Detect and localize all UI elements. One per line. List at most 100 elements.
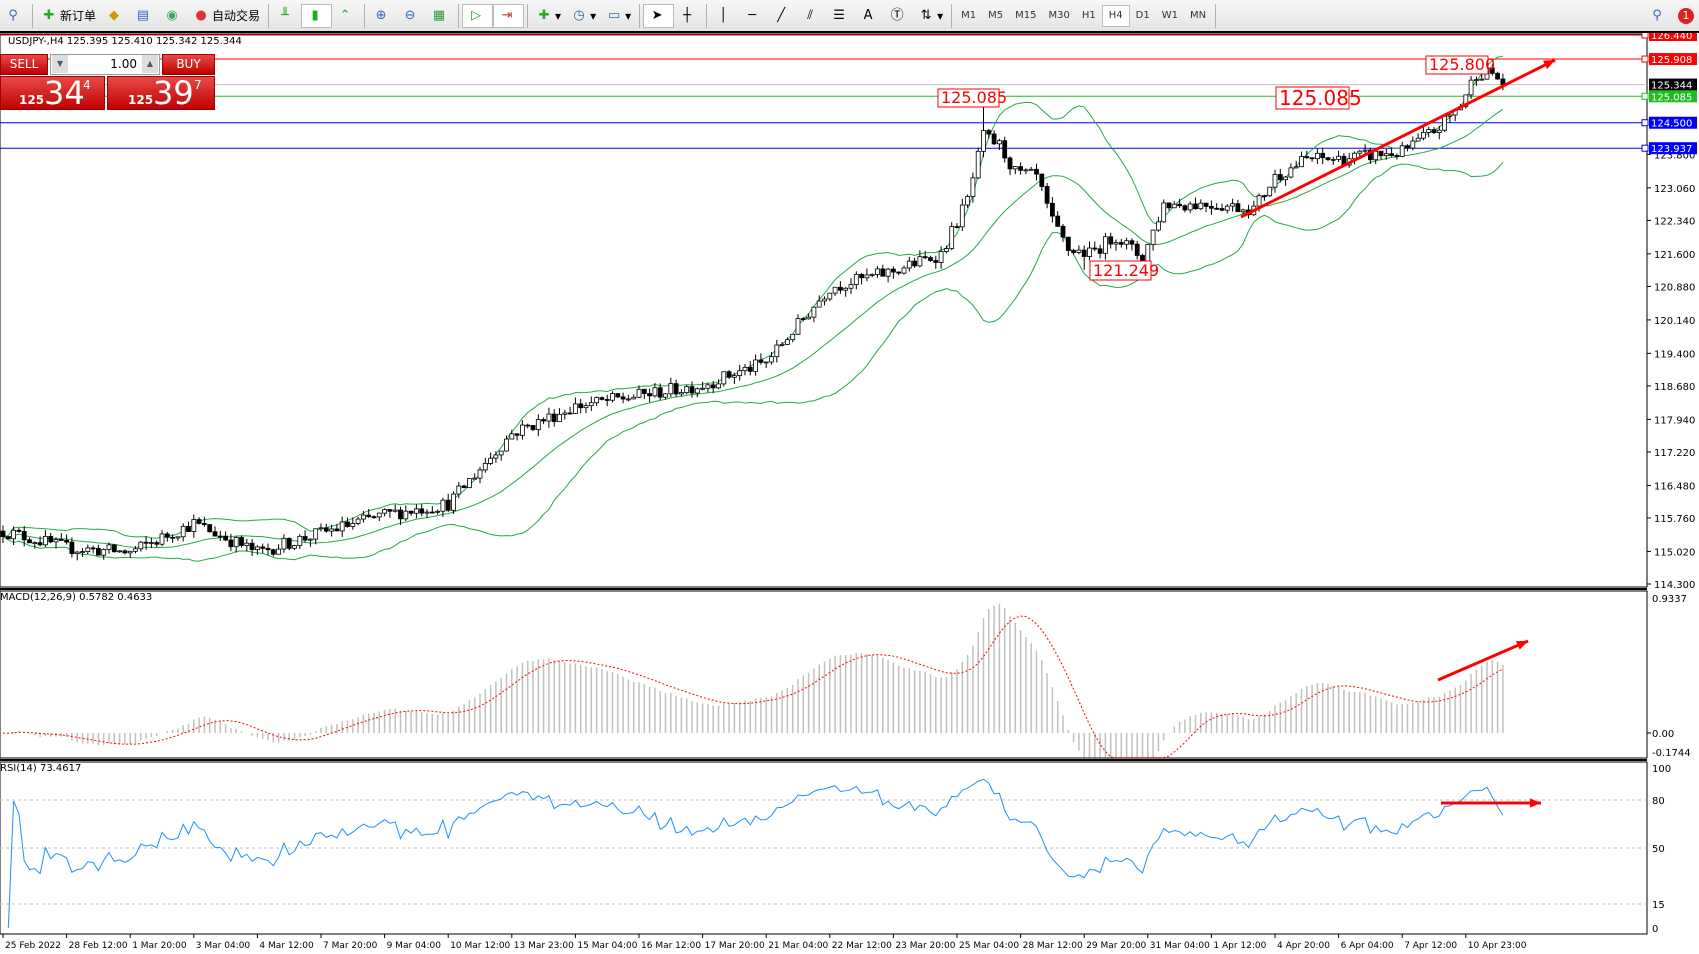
candle [790, 333, 796, 343]
fibonacci-icon: ☰ [833, 7, 845, 23]
buy-price[interactable]: 125 39 7 [107, 74, 215, 112]
sell-price[interactable]: 125 34 4 [0, 74, 105, 112]
candle-body-bear [170, 536, 176, 539]
candle [832, 286, 838, 296]
candle-body-bull [1399, 145, 1405, 157]
candle [1156, 216, 1161, 232]
candle [626, 394, 631, 402]
candle [705, 382, 711, 393]
candle-body-bear [1378, 150, 1384, 157]
level-price-label: 126.440 [1651, 33, 1692, 42]
date-label: 7 Apr 12:00 [1404, 941, 1457, 951]
candle-body-bull [700, 387, 705, 390]
search-tool-icon[interactable]: ⚲ [8, 7, 18, 23]
candle [355, 516, 361, 526]
separator [639, 3, 641, 28]
candle-body-bull [869, 274, 875, 276]
candle [944, 245, 949, 254]
timeframe-d1[interactable]: D1 [1135, 10, 1150, 21]
candle-body-bull [610, 393, 615, 401]
buy-button[interactable]: BUY [162, 54, 215, 75]
candle [148, 537, 154, 548]
macd-trend-arrow [1437, 639, 1529, 682]
candle [615, 393, 621, 398]
horizontal-line-button[interactable]: ─ [739, 4, 768, 28]
candle-body-bear [239, 537, 244, 546]
candle-body-bear [90, 547, 96, 550]
templates-button[interactable]: ▭ ▾ [607, 7, 632, 23]
periods-button[interactable]: ◷ ▾ [566, 4, 601, 28]
lot-decrease-button[interactable]: ▼ [52, 55, 68, 73]
arrows-button[interactable]: ⇅ ▾ [913, 4, 948, 28]
chart-canvas[interactable]: 123.800 123.060 122.340 121.600 120.880 120.1… [0, 33, 1699, 954]
timeframe-w1[interactable]: W1 [1161, 10, 1178, 21]
bar-chart-button[interactable]: ╨ [272, 4, 301, 28]
trendline-button[interactable]: ╱ [768, 4, 797, 28]
fibonacci-button[interactable]: ☰ [826, 4, 855, 28]
search-button[interactable]: ⚲ [1644, 4, 1673, 28]
candle-body-bull [329, 528, 335, 532]
candle [424, 509, 430, 518]
candle [334, 523, 340, 532]
candle [461, 484, 467, 489]
candle-body-bull [482, 463, 488, 471]
timeframe-bar: M1 M5 M15 M30 H1 H4 D1 W1 MN [955, 4, 1212, 27]
crosshair-button[interactable]: ┼ [674, 4, 703, 28]
candle-body-bull [244, 542, 250, 546]
chart-shift-button[interactable]: ⇥ [493, 3, 525, 28]
lot-size-input[interactable]: 1.00 [50, 54, 160, 75]
tile-windows-button[interactable]: ▦ [426, 4, 455, 28]
line-chart-button[interactable]: ⌃ [332, 4, 361, 28]
candle [1060, 224, 1066, 242]
text-label-button[interactable]: Ⓣ [884, 4, 913, 28]
candle-chart-button[interactable]: ▮ [301, 3, 333, 28]
candle [1426, 126, 1432, 138]
timeframe-mn[interactable]: MN [1189, 10, 1207, 21]
timeframe-m15[interactable]: M15 [1015, 10, 1037, 21]
timeframe-h1[interactable]: H1 [1081, 10, 1096, 21]
chart-window[interactable]: 123.800 123.060 122.340 121.600 120.880 120.1… [0, 33, 1699, 954]
signals-button[interactable]: ◉ [159, 4, 188, 28]
text-button[interactable]: A [855, 4, 884, 28]
sell-button[interactable]: SELL [0, 54, 48, 75]
zoom-in-button[interactable]: ⊕ [368, 4, 397, 28]
candle [885, 267, 891, 283]
zoom-out-button[interactable]: ⊖ [397, 4, 426, 28]
cursor-button[interactable]: ➤ [643, 3, 675, 28]
candle [520, 420, 525, 440]
candle-body-bull [1224, 205, 1230, 211]
new-order-icon: ✚ [43, 7, 55, 23]
date-label: 28 Feb 12:00 [69, 941, 128, 951]
history-button[interactable]: ◆ [101, 4, 130, 28]
timeframe-m30[interactable]: M30 [1048, 10, 1070, 21]
vertical-line-button[interactable]: │ [710, 4, 739, 28]
notifications-button[interactable]: 1 [1673, 4, 1699, 28]
candle [604, 394, 610, 407]
lot-increase-button[interactable]: ▲ [142, 55, 158, 73]
candle-body-bear [896, 271, 902, 274]
candle [838, 281, 843, 294]
candle [806, 313, 811, 320]
timeframe-m1[interactable]: M1 [961, 10, 977, 21]
autotrading-button[interactable]: ● 自动交易 [188, 4, 265, 28]
candle [610, 391, 615, 403]
candle-body-bear [1431, 129, 1437, 133]
macd-title: MACD(12,26,9) 0.5782 0.4633 [0, 592, 153, 603]
price-tick-label: 123.800 [1654, 150, 1695, 161]
candle [737, 364, 743, 381]
candle [843, 286, 849, 297]
candle-body-bull [1293, 166, 1299, 169]
candle-body-bull [133, 548, 138, 552]
candle [869, 273, 875, 278]
timeframe-m5[interactable]: M5 [988, 10, 1004, 21]
equidistant-channel-button[interactable]: ⫽ [797, 4, 826, 28]
terminal-button[interactable]: ▤ [130, 4, 159, 28]
candle-body-bull [127, 550, 133, 554]
timeframe-h4[interactable]: H4 [1101, 4, 1130, 27]
candle-body-bull [535, 419, 541, 430]
autoscroll-button[interactable]: ▷ [462, 3, 494, 28]
candle-body-bull [413, 508, 419, 514]
candle [710, 381, 716, 394]
indicators-button[interactable]: ✚ ▾ [531, 4, 566, 28]
new-order-button[interactable]: ✚ 新订单 [36, 4, 101, 28]
